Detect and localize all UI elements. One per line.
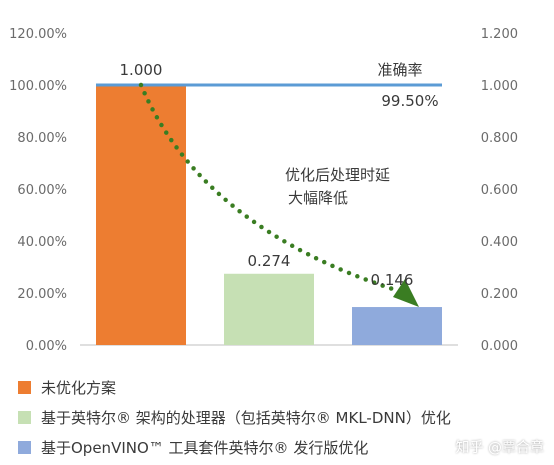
legend-item-unoptimized: 未优化方案 bbox=[18, 372, 548, 402]
data-label-bar-1: 1.000 bbox=[120, 61, 163, 79]
legend-swatch-openvino bbox=[18, 440, 31, 454]
right-axis-tick-label: 1.000 bbox=[481, 79, 518, 94]
left-axis-tick-label: 60.00% bbox=[17, 183, 67, 198]
data-label-bar-3: 0.146 bbox=[371, 271, 414, 289]
legend: 未优化方案 基于英特尔® 架构的处理器（包括英特尔® MKL-DNN）优化 基于… bbox=[18, 372, 548, 462]
data-label-bar-2: 0.274 bbox=[248, 252, 291, 270]
latency-trend-arrowhead bbox=[393, 279, 419, 308]
right-axis-tick-label: 0.000 bbox=[481, 339, 518, 354]
accuracy-value: 99.50% bbox=[381, 92, 438, 110]
left-axis-tick-label: 40.00% bbox=[17, 235, 67, 250]
right-axis-tick-label: 0.400 bbox=[481, 235, 518, 250]
left-axis-tick-label: 100.00% bbox=[9, 79, 67, 94]
legend-label-unoptimized: 未优化方案 bbox=[41, 378, 117, 397]
left-axis-tick-label: 0.00% bbox=[26, 339, 67, 354]
legend-label-mkl-dnn: 基于英特尔® 架构的处理器（包括英特尔® MKL-DNN）优化 bbox=[41, 408, 451, 427]
right-axis-tick-label: 0.600 bbox=[481, 183, 518, 198]
latency-note-line-1: 优化后处理时延 bbox=[285, 166, 390, 184]
bar-1 bbox=[96, 85, 186, 345]
bar-2 bbox=[224, 273, 314, 345]
latency-trend-dotted-curve bbox=[138, 82, 402, 294]
accuracy-title: 准确率 bbox=[377, 61, 422, 79]
left-axis-tick-label: 20.00% bbox=[17, 287, 67, 302]
left-axis-tick-label: 80.00% bbox=[17, 131, 67, 146]
legend-item-mkl-dnn: 基于英特尔® 架构的处理器（包括英特尔® MKL-DNN）优化 bbox=[18, 402, 548, 432]
legend-swatch-unoptimized bbox=[18, 380, 31, 394]
left-axis-tick-label: 120.00% bbox=[9, 27, 67, 42]
legend-swatch-mkl-dnn bbox=[18, 410, 31, 424]
right-axis-tick-label: 0.800 bbox=[481, 131, 518, 146]
right-axis-tick-label: 1.200 bbox=[481, 27, 518, 42]
legend-label-openvino: 基于OpenVINO™ 工具套件英特尔® 发行版优化 bbox=[41, 438, 369, 457]
latency-note-line-2: 大幅降低 bbox=[288, 189, 348, 207]
legend-item-openvino: 基于OpenVINO™ 工具套件英特尔® 发行版优化 bbox=[18, 432, 548, 462]
right-axis-tick-label: 0.200 bbox=[481, 287, 518, 302]
bar-3 bbox=[352, 307, 442, 345]
watermark: 知乎 @覃合章 bbox=[455, 440, 544, 456]
